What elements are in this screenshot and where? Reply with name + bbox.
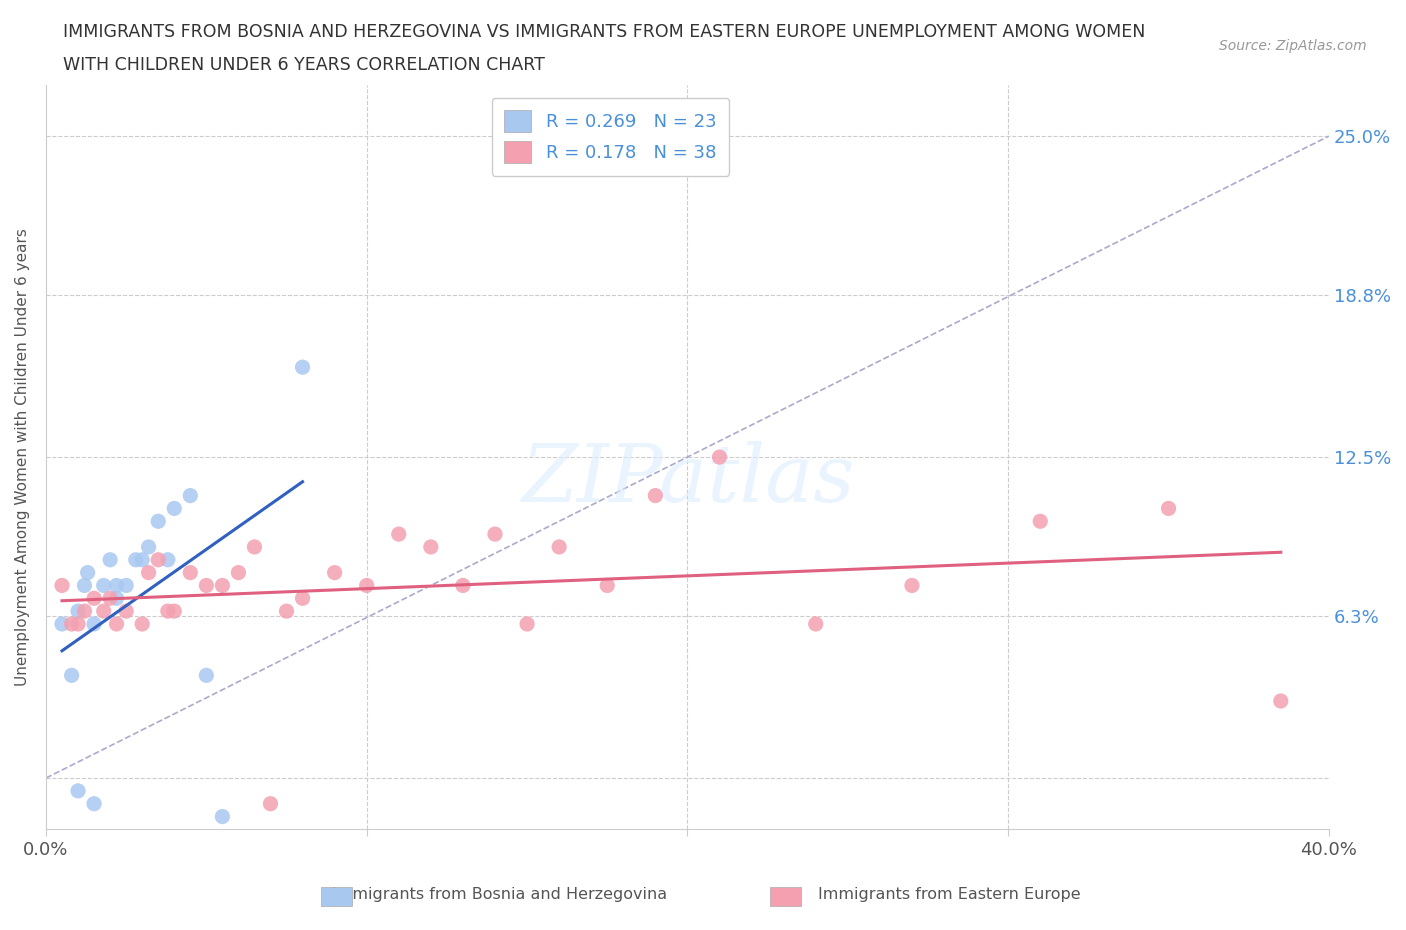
Point — [67, 604, 90, 618]
Point — [115, 604, 138, 618]
Point — [93, 604, 115, 618]
Point — [98, 591, 121, 605]
Point — [195, 668, 218, 683]
Point — [323, 565, 346, 580]
Point — [93, 578, 115, 593]
Point — [131, 552, 153, 567]
Point — [901, 578, 924, 593]
Point — [1270, 694, 1292, 709]
Point — [73, 604, 96, 618]
Point — [356, 578, 378, 593]
Point — [138, 539, 160, 554]
Point — [60, 668, 83, 683]
Point — [228, 565, 250, 580]
Text: ZIPatlas: ZIPatlas — [520, 441, 855, 518]
Point — [125, 552, 148, 567]
Point — [83, 617, 105, 631]
Text: Source: ZipAtlas.com: Source: ZipAtlas.com — [1219, 39, 1367, 53]
Text: WITH CHILDREN UNDER 6 YEARS CORRELATION CHART: WITH CHILDREN UNDER 6 YEARS CORRELATION … — [63, 56, 546, 73]
Point — [1157, 501, 1180, 516]
Point — [484, 526, 506, 541]
Point — [76, 565, 98, 580]
Point — [211, 809, 233, 824]
Point — [451, 578, 474, 593]
Point — [148, 552, 170, 567]
Point — [644, 488, 666, 503]
Point — [548, 539, 571, 554]
Point — [138, 565, 160, 580]
Point — [243, 539, 266, 554]
Point — [596, 578, 619, 593]
Point — [73, 578, 96, 593]
Point — [156, 604, 179, 618]
Point — [156, 552, 179, 567]
Text: Immigrants from Eastern Europe: Immigrants from Eastern Europe — [818, 887, 1080, 902]
Point — [105, 578, 128, 593]
Point — [163, 604, 186, 618]
Point — [291, 591, 314, 605]
Point — [195, 578, 218, 593]
Point — [163, 501, 186, 516]
Point — [105, 591, 128, 605]
Point — [67, 617, 90, 631]
Point — [83, 796, 105, 811]
Point — [83, 591, 105, 605]
Point — [419, 539, 441, 554]
Point — [516, 617, 538, 631]
Point — [804, 617, 827, 631]
Point — [179, 488, 201, 503]
Point — [148, 514, 170, 529]
Point — [67, 783, 90, 798]
Point — [60, 617, 83, 631]
Point — [51, 617, 73, 631]
Point — [1029, 514, 1052, 529]
Point — [51, 578, 73, 593]
Point — [115, 578, 138, 593]
Point — [259, 796, 281, 811]
Point — [179, 565, 201, 580]
Text: IMMIGRANTS FROM BOSNIA AND HERZEGOVINA VS IMMIGRANTS FROM EASTERN EUROPE UNEMPLO: IMMIGRANTS FROM BOSNIA AND HERZEGOVINA V… — [63, 23, 1146, 41]
Y-axis label: Unemployment Among Women with Children Under 6 years: Unemployment Among Women with Children U… — [15, 228, 30, 686]
Point — [291, 360, 314, 375]
Point — [211, 578, 233, 593]
Point — [105, 617, 128, 631]
Point — [276, 604, 298, 618]
Point — [131, 617, 153, 631]
Text: Immigrants from Bosnia and Herzegovina: Immigrants from Bosnia and Herzegovina — [332, 887, 666, 902]
Point — [709, 449, 731, 464]
Point — [388, 526, 411, 541]
Point — [98, 552, 121, 567]
Legend: R = 0.269   N = 23, R = 0.178   N = 38: R = 0.269 N = 23, R = 0.178 N = 38 — [492, 98, 730, 176]
